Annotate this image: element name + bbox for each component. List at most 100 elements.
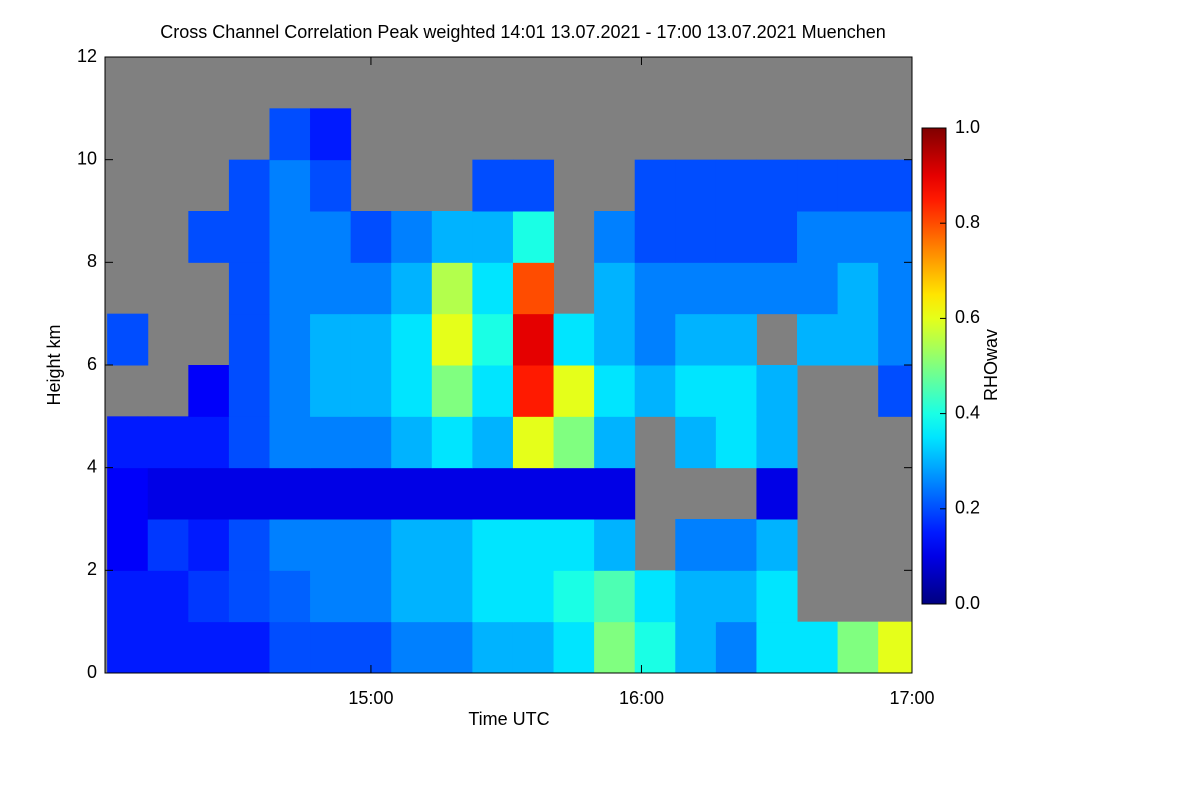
heatmap-cell xyxy=(594,313,636,366)
heatmap-cell xyxy=(269,416,311,469)
heatmap-cell xyxy=(310,570,352,623)
heatmap-cell xyxy=(756,365,798,417)
heatmap-cell xyxy=(553,365,595,417)
heatmap-cell xyxy=(756,262,798,315)
heatmap-cell xyxy=(878,313,912,366)
heatmap-cell xyxy=(512,365,555,417)
y-tick-label: 8 xyxy=(87,251,97,271)
heatmap-cell xyxy=(269,159,311,212)
heatmap-cell xyxy=(350,211,392,263)
heatmap-cell xyxy=(147,621,189,673)
heatmap-cell xyxy=(797,621,839,673)
heatmap-cell xyxy=(431,365,473,417)
heatmap-cell xyxy=(228,467,270,520)
heatmap-cell xyxy=(512,416,555,469)
heatmap-cell xyxy=(269,519,311,571)
heatmap-cell xyxy=(228,416,270,469)
heatmap-cell xyxy=(147,467,189,520)
heatmap-cell xyxy=(553,570,595,623)
heatmap-cell xyxy=(269,262,311,315)
colorbar-tick-label: 0.8 xyxy=(955,212,980,232)
heatmap-cell xyxy=(228,519,270,571)
heatmap-cell xyxy=(797,159,839,212)
heatmap-cell xyxy=(350,365,392,417)
heatmap-cell xyxy=(512,159,555,212)
heatmap-cell xyxy=(594,416,636,469)
heatmap-cell xyxy=(472,262,514,315)
heatmap-cell xyxy=(310,621,352,673)
heatmap-cell xyxy=(715,313,757,366)
colorbar xyxy=(921,127,947,605)
heatmap-cell xyxy=(756,416,798,469)
heatmap-cell xyxy=(431,621,473,673)
heatmap-cell xyxy=(675,211,717,263)
heatmap-cell xyxy=(431,570,473,623)
heatmap-cell xyxy=(594,467,636,520)
heatmap-cell xyxy=(878,262,912,315)
heatmap-cell xyxy=(350,519,392,571)
y-tick-label: 4 xyxy=(87,456,97,476)
heatmap-cell xyxy=(107,313,149,366)
y-tick-label: 0 xyxy=(87,662,97,682)
heatmap-cell xyxy=(107,621,149,673)
y-tick-label: 6 xyxy=(87,354,97,374)
heatmap-cell xyxy=(878,159,912,212)
heatmap-cell xyxy=(431,313,473,366)
heatmap-cell xyxy=(188,211,230,263)
heatmap-cell xyxy=(107,519,149,571)
heatmap-cell xyxy=(188,519,230,571)
heatmap-cell xyxy=(756,570,798,623)
x-axis-label: Time UTC xyxy=(468,709,549,729)
colorbar-tick-label: 1.0 xyxy=(955,117,980,137)
y-tick-label: 2 xyxy=(87,559,97,579)
heatmap-cell xyxy=(634,211,676,263)
heatmap-cell xyxy=(391,570,433,623)
heatmap-cell xyxy=(512,262,555,315)
heatmap-cell xyxy=(634,159,676,212)
heatmap-cell xyxy=(594,211,636,263)
heatmap-cell xyxy=(188,365,230,417)
heatmap-cell xyxy=(350,262,392,315)
heatmap-cell xyxy=(310,365,352,417)
heatmap-cell xyxy=(715,262,757,315)
heatmap-cell xyxy=(797,262,839,315)
heatmap-cell xyxy=(472,159,514,212)
heatmap-cell xyxy=(675,621,717,673)
heatmap-cell xyxy=(512,211,555,263)
heatmap-cell xyxy=(553,467,595,520)
heatmap-cell xyxy=(512,621,555,673)
heatmap-cell xyxy=(228,365,270,417)
heatmap-cell xyxy=(228,211,270,263)
heatmap-cell xyxy=(310,467,352,520)
heatmap-cell xyxy=(310,262,352,315)
x-tick-label: 15:00 xyxy=(348,688,393,708)
heatmap-cell xyxy=(472,416,514,469)
heatmap-cell xyxy=(675,519,717,571)
heatmap-cell xyxy=(147,570,189,623)
heatmap-cell xyxy=(837,211,879,263)
heatmap-cell xyxy=(391,416,433,469)
heatmap-cell xyxy=(472,570,514,623)
heatmap-cell xyxy=(878,211,912,263)
colorbar-tick-label: 0.2 xyxy=(955,498,980,518)
heatmap-cell xyxy=(878,365,912,417)
heatmap-cell xyxy=(228,313,270,366)
heatmap-cell xyxy=(634,313,676,366)
heatmap-cell xyxy=(391,519,433,571)
heatmap-cell xyxy=(107,467,149,520)
heatmap-cell xyxy=(269,621,311,673)
x-tick-label: 16:00 xyxy=(619,688,664,708)
heatmap-cell xyxy=(350,313,392,366)
heatmap-cell xyxy=(594,262,636,315)
heatmap-cell xyxy=(188,570,230,623)
heatmap-cell xyxy=(512,313,555,366)
heatmap-cell xyxy=(594,519,636,571)
heatmap-cell xyxy=(431,467,473,520)
heatmap-cell xyxy=(391,313,433,366)
chart-title: Cross Channel Correlation Peak weighted … xyxy=(160,22,886,42)
heatmap-cell xyxy=(350,467,392,520)
heatmap-cell xyxy=(269,211,311,263)
heatmap-cell xyxy=(310,313,352,366)
